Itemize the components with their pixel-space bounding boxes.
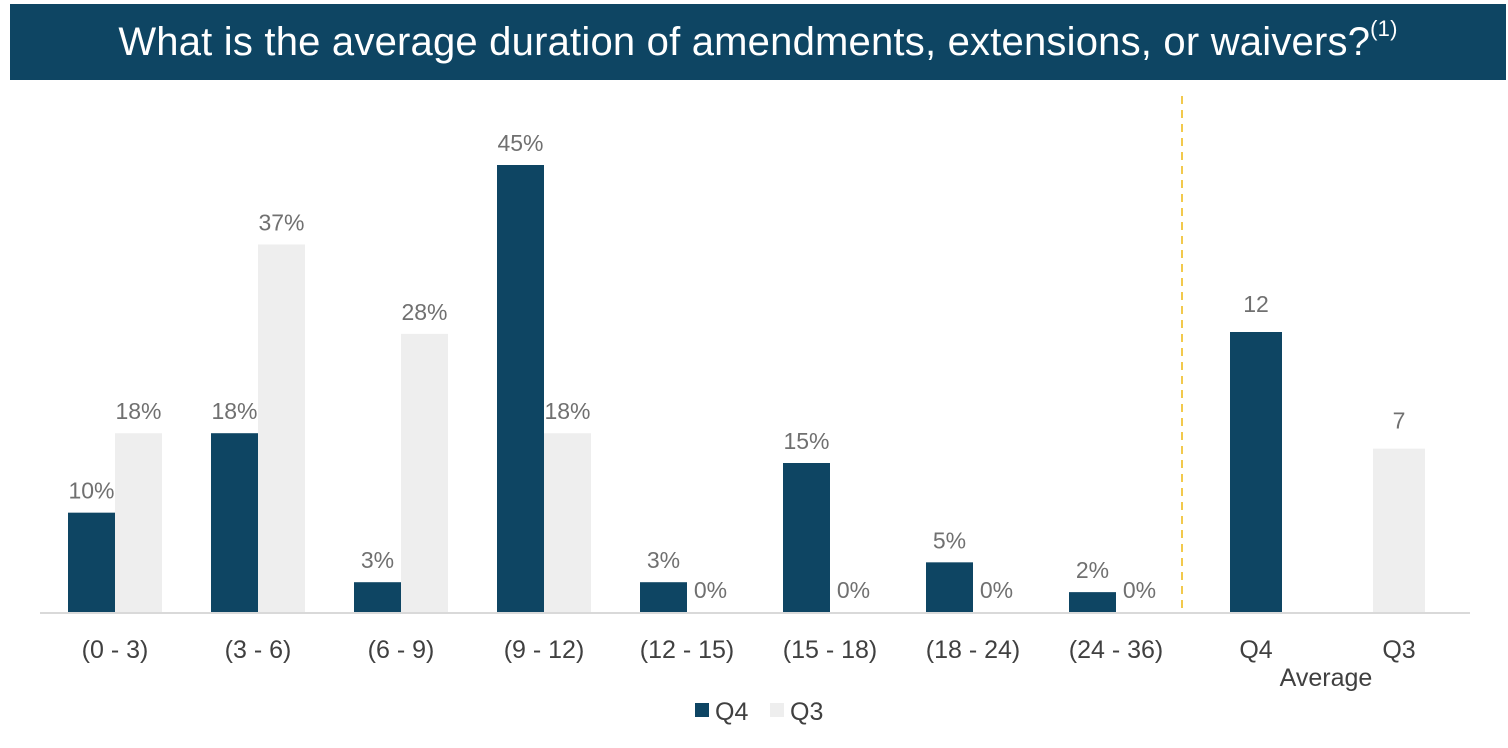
- data-label-q4-0: 10%: [68, 478, 114, 504]
- data-label-q3-0: 18%: [115, 398, 161, 424]
- bar-q4-7: [1069, 592, 1116, 612]
- bar-q4-5: [783, 463, 830, 612]
- category-label-2: (6 - 9): [368, 636, 435, 664]
- average-group-label: Average: [1280, 664, 1373, 692]
- legend-label-q4: Q4: [715, 698, 748, 726]
- legend-swatch-q3: [770, 703, 784, 717]
- average-label-q3: 7: [1393, 408, 1406, 434]
- bar-q4-1: [211, 433, 258, 612]
- data-label-q3-1: 37%: [258, 209, 304, 235]
- data-label-q4-5: 15%: [783, 428, 829, 454]
- legend-swatch-q4: [695, 703, 709, 717]
- category-label-6: (18 - 24): [926, 636, 1020, 664]
- data-label-q3-3: 18%: [544, 398, 590, 424]
- data-label-q4-6: 5%: [933, 527, 966, 553]
- bar-q3-3: [544, 433, 591, 612]
- data-label-q3-4: 0%: [694, 577, 727, 603]
- data-label-q4-7: 2%: [1076, 557, 1109, 583]
- bar-q4-2: [354, 582, 401, 612]
- bar-q4-0: [68, 512, 115, 612]
- bar-q3-0: [115, 433, 162, 612]
- average-category-q4: Q4: [1239, 636, 1272, 664]
- data-label-q4-2: 3%: [361, 547, 394, 573]
- title-banner: What is the average duration of amendmen…: [10, 4, 1506, 80]
- bar-q4-4: [640, 582, 687, 612]
- chart-title: What is the average duration of amendmen…: [118, 16, 1398, 64]
- data-label-q3-7: 0%: [1123, 577, 1156, 603]
- bar-q3-1: [258, 244, 305, 612]
- average-bar-q3: [1373, 448, 1425, 612]
- data-label-q3-5: 0%: [837, 577, 870, 603]
- category-label-5: (15 - 18): [783, 636, 877, 664]
- average-category-q3: Q3: [1382, 636, 1415, 664]
- category-label-7: (24 - 36): [1069, 636, 1163, 664]
- average-bar-q4: [1230, 332, 1282, 612]
- category-label-0: (0 - 3): [82, 636, 149, 664]
- average-label-q4: 12: [1243, 291, 1269, 317]
- bar-q3-2: [401, 333, 448, 612]
- data-label-q4-4: 3%: [647, 547, 680, 573]
- data-label-q4-3: 45%: [497, 130, 543, 156]
- bar-q4-6: [926, 562, 973, 612]
- bar-q4-3: [497, 165, 544, 612]
- category-label-4: (12 - 15): [640, 636, 734, 664]
- category-label-3: (9 - 12): [504, 636, 585, 664]
- data-label-q4-1: 18%: [211, 398, 257, 424]
- category-label-1: (3 - 6): [225, 636, 292, 664]
- data-label-q3-2: 28%: [401, 299, 447, 325]
- title-footnote: (1): [1370, 16, 1398, 42]
- legend-label-q3: Q3: [790, 698, 823, 726]
- data-label-q3-6: 0%: [980, 577, 1013, 603]
